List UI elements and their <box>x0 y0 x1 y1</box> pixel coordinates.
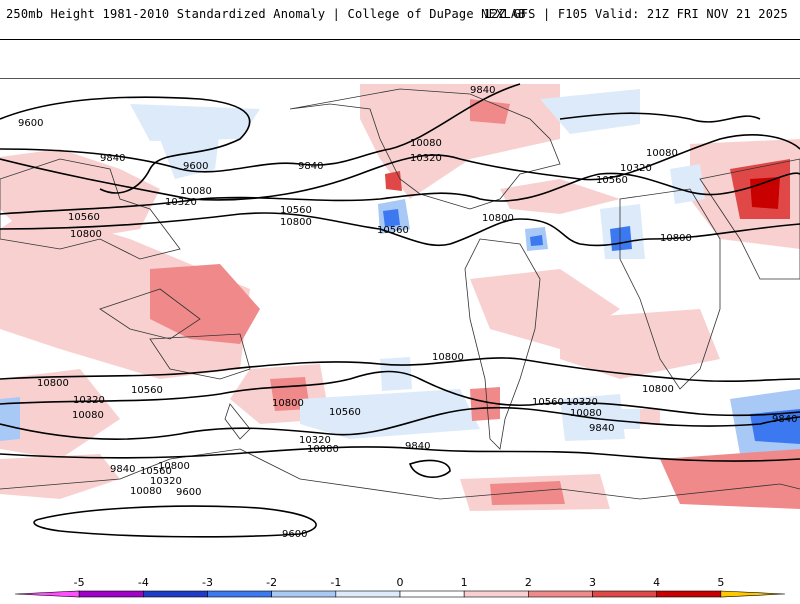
colorbar-below-arrow <box>14 590 80 598</box>
colorbar-bin <box>528 590 593 598</box>
contour-label: 9840 <box>589 423 614 434</box>
colorbar-bin <box>207 590 272 598</box>
colorbar-tick-label: 3 <box>589 576 596 589</box>
contour-label: 10800 <box>482 213 514 224</box>
header-bar: 250mb Height 1981-2010 Standardized Anom… <box>0 0 800 40</box>
contour-label: 9600 <box>176 487 201 498</box>
contour-label: 10800 <box>660 233 692 244</box>
colorbar-tick-label: -1 <box>330 576 341 589</box>
contour-label: 10560 <box>329 407 361 418</box>
anomaly-shading <box>0 84 800 511</box>
colorbar-tick-label: -4 <box>138 576 149 589</box>
model-valid-time: 12Z GFS | F105 Valid: 21Z FRI NOV 21 202… <box>483 7 788 21</box>
contour-label: 10800 <box>280 217 312 228</box>
colorbar-bin <box>143 590 208 598</box>
colorbar-tick-label: 2 <box>525 576 532 589</box>
colorbar-tick-label: -2 <box>266 576 277 589</box>
contour-label: 9600 <box>18 118 43 129</box>
colorbar-bin <box>463 590 529 598</box>
contour-label: 10800 <box>642 384 674 395</box>
contour-label: 10080 <box>570 408 602 419</box>
contour-label: 9840 <box>772 414 797 425</box>
contour-label: 10560 <box>532 397 564 408</box>
contour-label: 10320 <box>299 435 331 446</box>
contour-label: 9840 <box>110 464 135 475</box>
contour-label: 9840 <box>470 85 495 96</box>
contour-label: 10800 <box>70 229 102 240</box>
contour-label: 9840 <box>100 153 125 164</box>
contour-label: 9840 <box>405 441 430 452</box>
contour-label: 9600 <box>282 529 307 540</box>
colorbar-tick-label: 0 <box>397 576 404 589</box>
contour-label: 10080 <box>646 148 678 159</box>
colorbar-tick-label: -5 <box>74 576 85 589</box>
contour-label: 10080 <box>72 410 104 421</box>
contour-label: 10560 <box>596 175 628 186</box>
contour-label: 10080 <box>180 186 212 197</box>
colorbar-bin <box>656 590 722 598</box>
contour-label-layer: 9840 9600 9840 9600 9840 10080 10320 100… <box>18 85 797 540</box>
contour-label: 10560 <box>280 205 312 216</box>
contour-label: 10320 <box>620 163 652 174</box>
contour-label: 10320 <box>566 397 598 408</box>
colorbar-tick-label: 5 <box>717 576 724 589</box>
contour-label: 10560 <box>377 225 409 236</box>
colorbar-above-arrow <box>720 590 786 598</box>
contour-label: 10320 <box>150 476 182 487</box>
contour-label: 10800 <box>432 352 464 363</box>
colorbar-bin <box>335 590 401 598</box>
contour-label: 10080 <box>130 486 162 497</box>
map-svg: 9840 9600 9840 9600 9840 10080 10320 100… <box>0 79 800 561</box>
map-title: 250mb Height 1981-2010 Standardized Anom… <box>6 7 526 21</box>
contour-label: 10800 <box>158 461 190 472</box>
contour-label: 10560 <box>140 466 172 477</box>
anomaly-map: 9840 9600 9840 9600 9840 10080 10320 100… <box>0 78 800 561</box>
contour-label: 10560 <box>131 385 163 396</box>
contour-label: 9600 <box>183 161 208 172</box>
contour-label: 10320 <box>410 153 442 164</box>
colorbar-tick-label: 1 <box>461 576 468 589</box>
contour-label: 10320 <box>165 197 197 208</box>
contour-label: 10800 <box>37 378 69 389</box>
contour-label: 10080 <box>307 444 339 455</box>
contour-label: 10560 <box>68 212 100 223</box>
contour-label: 9840 <box>298 161 323 172</box>
colorbar-svg: -5 -4 -3 -2 -1 0 1 2 3 4 5 <box>14 576 786 598</box>
contour-label: 10080 <box>410 138 442 149</box>
contour-label: 10320 <box>73 395 105 406</box>
height-contours <box>0 83 800 538</box>
colorbar-bin <box>592 590 657 598</box>
colorbar: -5 -4 -3 -2 -1 0 1 2 3 4 5 <box>0 575 800 600</box>
colorbar-bin <box>271 590 337 598</box>
coastlines <box>0 88 800 500</box>
colorbar-bin <box>78 590 144 598</box>
colorbar-tick-label: 4 <box>653 576 660 589</box>
colorbar-bin <box>399 590 465 598</box>
contour-label: 10800 <box>272 398 304 409</box>
colorbar-tick-label: -3 <box>202 576 213 589</box>
